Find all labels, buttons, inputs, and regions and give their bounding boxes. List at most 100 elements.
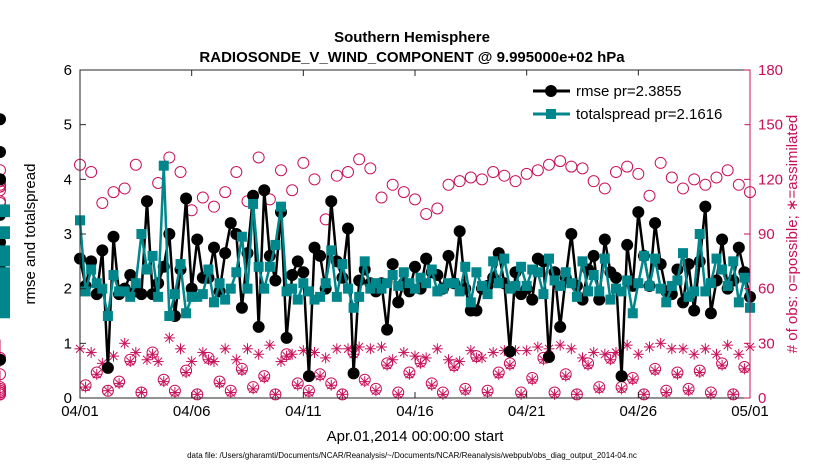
asterisk-stroke	[237, 366, 247, 375]
rmse-point	[699, 200, 712, 213]
rmse-point	[409, 260, 421, 273]
legend: rmse pr=2.3855 totalspread pr=2.1616	[525, 75, 745, 129]
totalspread-point	[298, 278, 309, 289]
assimilated-obs-marker	[459, 385, 471, 397]
rmse-point	[342, 222, 354, 235]
asterisk-stroke	[192, 390, 202, 399]
totalspread-point	[80, 286, 91, 297]
assimilated-obs-marker	[727, 388, 739, 400]
rmse-point	[386, 258, 399, 271]
rmse-point	[632, 206, 645, 219]
x-tick-label: 05/01	[731, 403, 769, 420]
asterisk-stroke	[265, 340, 275, 350]
assimilated-obs-marker	[398, 346, 410, 358]
totalspread-point	[0, 280, 10, 291]
y2-tick-label: 150	[758, 117, 783, 134]
totalspread-point	[359, 256, 370, 267]
rmse-point	[0, 146, 6, 158]
assimilated-obs-marker	[722, 339, 734, 351]
rmse-point	[716, 233, 729, 246]
assimilated-obs-marker	[644, 341, 655, 353]
assimilated-obs-marker	[169, 387, 181, 399]
asterisk-stroke	[678, 344, 688, 354]
totalspread-point	[192, 291, 203, 302]
totalspread-point	[393, 280, 404, 291]
assimilated-obs-marker	[336, 388, 348, 400]
totalspread-point	[678, 248, 688, 259]
totalspread-point	[443, 278, 454, 289]
possible-obs-marker	[531, 164, 544, 177]
asterisk-stroke	[516, 390, 526, 399]
asterisk-stroke	[86, 348, 96, 357]
totalspread-point	[142, 264, 152, 275]
asterisk-stroke	[606, 355, 615, 365]
possible-obs-marker	[230, 166, 243, 179]
totalspread-point	[164, 311, 175, 321]
asterisk-stroke	[433, 344, 442, 354]
totalspread-point	[504, 283, 515, 294]
possible-obs-marker	[129, 158, 142, 171]
asterisk-stroke	[299, 346, 308, 355]
y-tick-label: 5	[64, 117, 72, 134]
possible-obs-marker	[699, 178, 712, 191]
possible-obs-marker	[386, 178, 399, 191]
totalspread-point	[711, 253, 722, 264]
possible-obs-marker	[543, 158, 555, 171]
assimilated-obs-marker	[175, 343, 186, 355]
totalspread-point	[337, 259, 348, 270]
assimilated-obs-marker	[376, 341, 387, 353]
assimilated-obs-marker	[565, 343, 577, 355]
rmse-point	[688, 304, 701, 317]
assimilated-obs-marker	[588, 346, 600, 358]
asterisk-stroke	[326, 380, 336, 390]
asterisk-stroke	[332, 344, 342, 354]
asterisk-stroke	[460, 386, 470, 396]
asterisk-stroke	[181, 368, 191, 377]
asterisk-stroke	[567, 344, 576, 354]
totalspread-point	[521, 280, 532, 291]
totalspread-point	[86, 264, 97, 275]
assimilated-obs-marker	[91, 368, 103, 380]
totalspread-point	[315, 291, 326, 302]
possible-obs-marker	[397, 186, 410, 199]
possible-obs-marker	[621, 160, 634, 173]
assimilated-obs-marker	[85, 346, 97, 358]
asterisk-stroke	[533, 342, 543, 352]
y2-tick-label: 30	[758, 335, 775, 352]
asterisk-stroke	[366, 344, 375, 354]
assimilated-obs-marker	[632, 348, 644, 360]
totalspread-point	[102, 311, 113, 321]
totalspread-point	[661, 297, 672, 308]
totalspread-point	[248, 198, 259, 209]
assimilated-obs-marker	[314, 370, 326, 382]
rmse-point	[610, 271, 622, 284]
possible-obs-marker	[688, 173, 701, 186]
assimilated-obs-marker	[649, 365, 661, 377]
rmse-point	[470, 304, 483, 317]
totalspread-point	[449, 278, 460, 289]
rmse-point	[135, 288, 148, 301]
y-tick-label: 4	[64, 171, 72, 188]
y-tick-label: 1	[64, 335, 72, 352]
asterisk-stroke	[248, 384, 258, 394]
possible-obs-marker	[364, 162, 377, 175]
assimilated-obs-marker	[705, 388, 717, 400]
y-tick-label: 2	[64, 281, 72, 298]
assimilated-obs-marker	[152, 356, 164, 368]
totalspread-point	[493, 278, 504, 289]
totalspread-point	[147, 250, 158, 261]
assimilated-obs-marker	[292, 379, 304, 391]
possible-obs-marker	[442, 178, 455, 191]
asterisk-stroke	[371, 386, 381, 396]
rmse-point	[392, 296, 405, 309]
x-tick-label: 04/21	[508, 403, 546, 420]
totalspread-point	[544, 253, 554, 264]
assimilated-obs-marker	[80, 381, 92, 393]
asterisk-stroke	[555, 340, 565, 350]
totalspread-point	[644, 280, 655, 291]
asterisk-stroke	[287, 349, 297, 359]
legend-rmse-label: rmse pr=2.3855	[576, 83, 681, 100]
rmse-point	[381, 323, 394, 336]
totalspread-point	[175, 259, 186, 270]
rmse-point	[314, 249, 327, 262]
